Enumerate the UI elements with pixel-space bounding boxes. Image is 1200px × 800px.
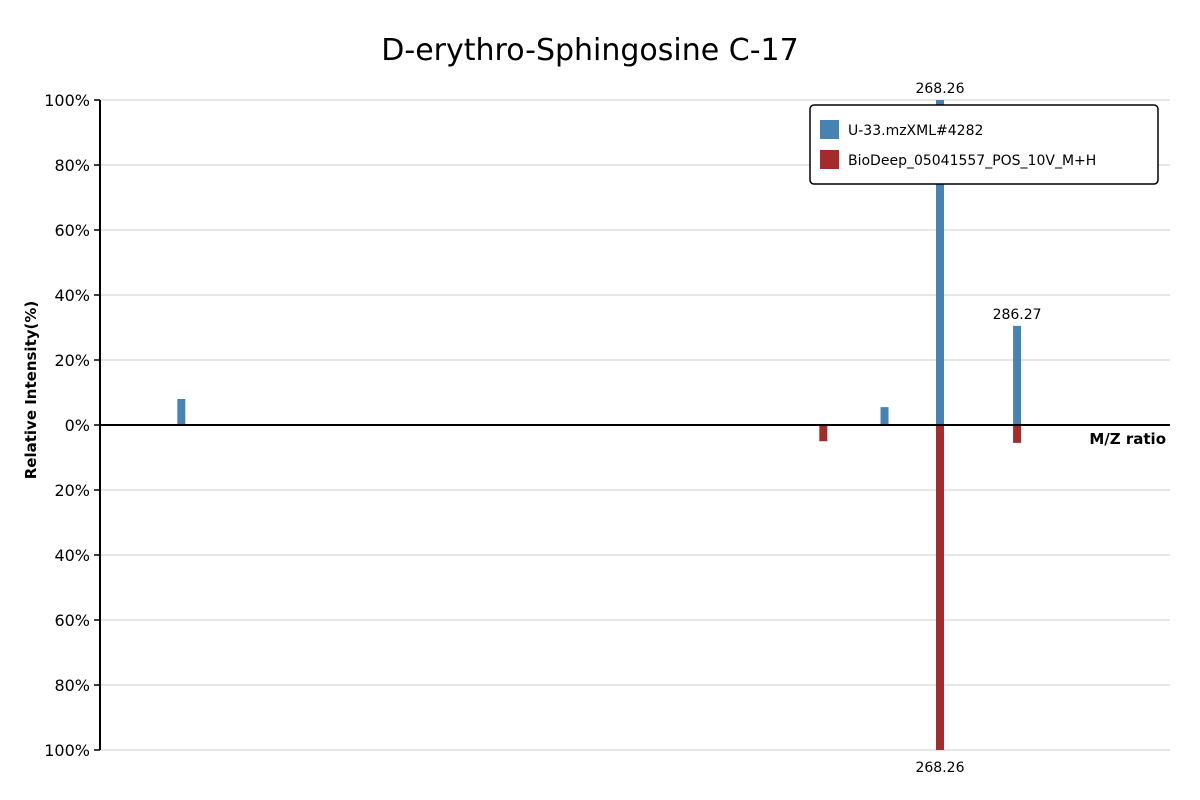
- peak-mz-label: 268.26: [915, 760, 964, 776]
- peak-mz-label: 268.26: [915, 81, 964, 97]
- legend-box: [809, 104, 1159, 185]
- peak-bar-library: [1013, 425, 1022, 443]
- y-tick-label: 40%: [54, 286, 90, 305]
- y-tick-label: 80%: [54, 156, 90, 175]
- peak-labels: 268.26 286.27 268.26: [915, 81, 1041, 776]
- peak-bar-library: [819, 425, 828, 442]
- y-axis-title: Relative Intensity(%): [22, 301, 40, 480]
- legend-swatch: [820, 120, 839, 139]
- y-tick-label: 80%: [54, 676, 90, 695]
- peak-bar-reference: [177, 399, 186, 425]
- legend-swatch: [820, 150, 839, 169]
- gridlines: [100, 99, 1170, 751]
- y-tick-label: 20%: [54, 481, 90, 500]
- peak-bar-library: [935, 425, 944, 750]
- peak-bar-reference: [1013, 325, 1022, 425]
- legend-label: U-33.mzXML#4282: [848, 123, 983, 139]
- y-tick-label: 40%: [54, 546, 90, 565]
- peak-mz-label: 286.27: [993, 307, 1042, 323]
- y-tick-label: 60%: [54, 221, 90, 240]
- peak-bar-reference: [935, 100, 944, 425]
- y-tick-label: 20%: [54, 351, 90, 370]
- y-tick-label: 60%: [54, 611, 90, 630]
- peak-bar-reference: [880, 407, 889, 425]
- axes: 100% 80% 60% 40% 20% 0% 20% 40% 60% 80% 100%: [44, 91, 1170, 760]
- peak-bars: [177, 100, 1022, 750]
- x-axis-title: M/Z ratio: [1089, 430, 1166, 448]
- legend: U-33.mzXML#4282 BioDeep_05041557_POS_10V_…: [809, 104, 1159, 185]
- y-tick-label: 100%: [44, 91, 90, 110]
- y-tick-label: 100%: [44, 741, 90, 760]
- legend-label: BioDeep_05041557_POS_10V_M+H: [848, 153, 1096, 169]
- chart-title: D-erythro-Sphingosine C-17: [381, 33, 798, 68]
- y-tick-label: 0%: [65, 416, 90, 435]
